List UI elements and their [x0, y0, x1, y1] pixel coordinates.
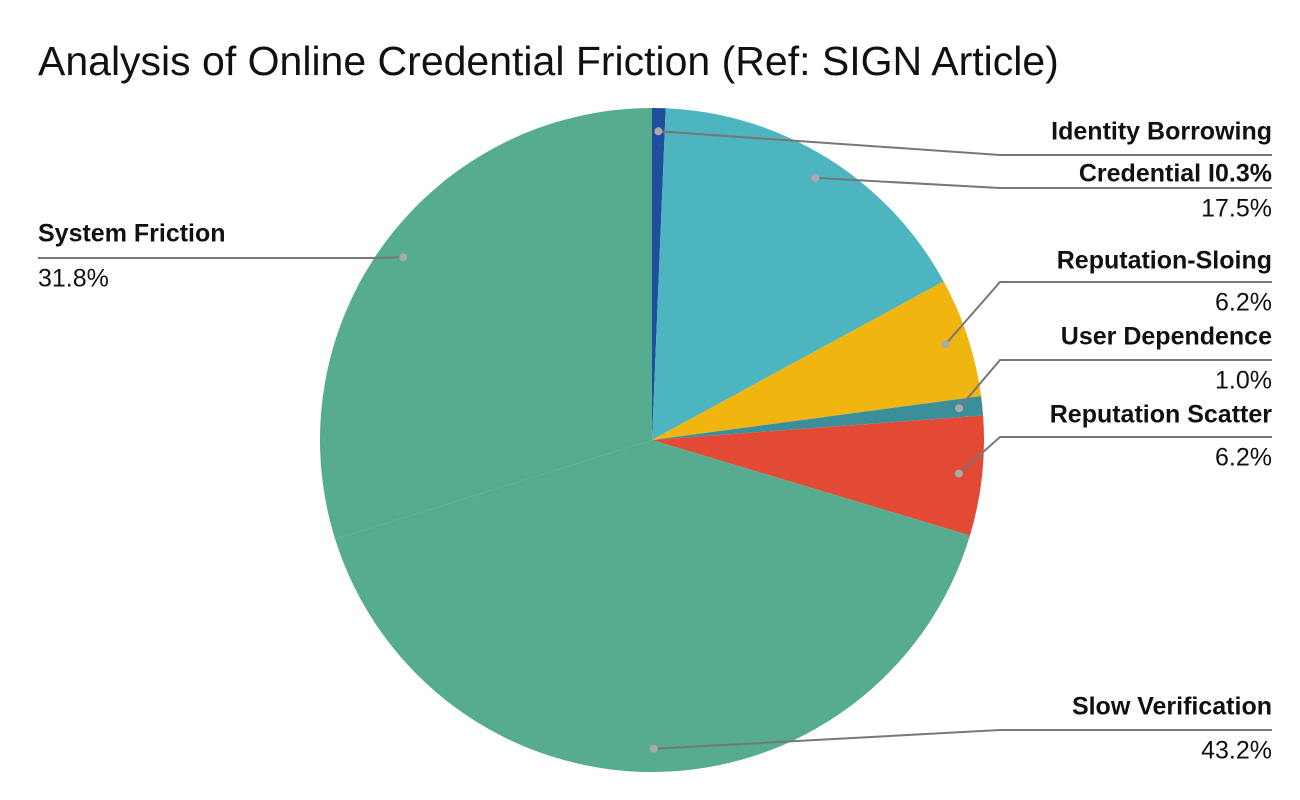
slice-value-label: 1.0%	[1215, 367, 1272, 395]
slice-value-label: 43.2%	[1201, 737, 1272, 765]
leader-dot	[654, 127, 663, 136]
slice-label: Slow Verification	[1072, 693, 1272, 721]
leader-line	[653, 729, 1272, 750]
slice-label: Credential I0.3%	[1079, 160, 1272, 188]
leader-dot	[811, 173, 820, 182]
leader-line	[658, 130, 1272, 156]
pie-slice	[335, 440, 970, 772]
pie-slice	[652, 415, 984, 536]
leader-line	[958, 436, 1272, 475]
slice-label: Identity Borrowing	[1051, 118, 1272, 146]
leader-line	[815, 176, 1272, 189]
slice-value-label: 6.2%	[1215, 289, 1272, 317]
slice-value-label: 6.2%	[1215, 444, 1272, 472]
leader-line	[944, 281, 1272, 345]
pie-slice	[652, 108, 666, 440]
slice-value-label: 31.8%	[38, 265, 109, 293]
leader-dot	[955, 404, 964, 413]
slice-value-label: 17.5%	[1201, 195, 1272, 223]
pie-slice	[652, 396, 984, 440]
pie-slice	[652, 281, 982, 440]
leader-dot	[941, 340, 950, 349]
slice-label: Reputation Scatter	[1050, 401, 1273, 429]
leader-dot	[399, 253, 408, 262]
leader-dot	[649, 744, 658, 753]
pie-slice	[320, 108, 652, 540]
leader-line	[38, 256, 404, 259]
slice-label: User Dependence	[1061, 323, 1272, 351]
slice-label: System Friction	[38, 220, 226, 248]
leader-dot	[954, 469, 963, 478]
chart-title: Analysis of Online Credential Friction (…	[38, 38, 1059, 84]
pie-slice	[652, 108, 944, 441]
slice-label: Reputation-Sloing	[1057, 247, 1272, 275]
leader-line	[958, 359, 1272, 409]
